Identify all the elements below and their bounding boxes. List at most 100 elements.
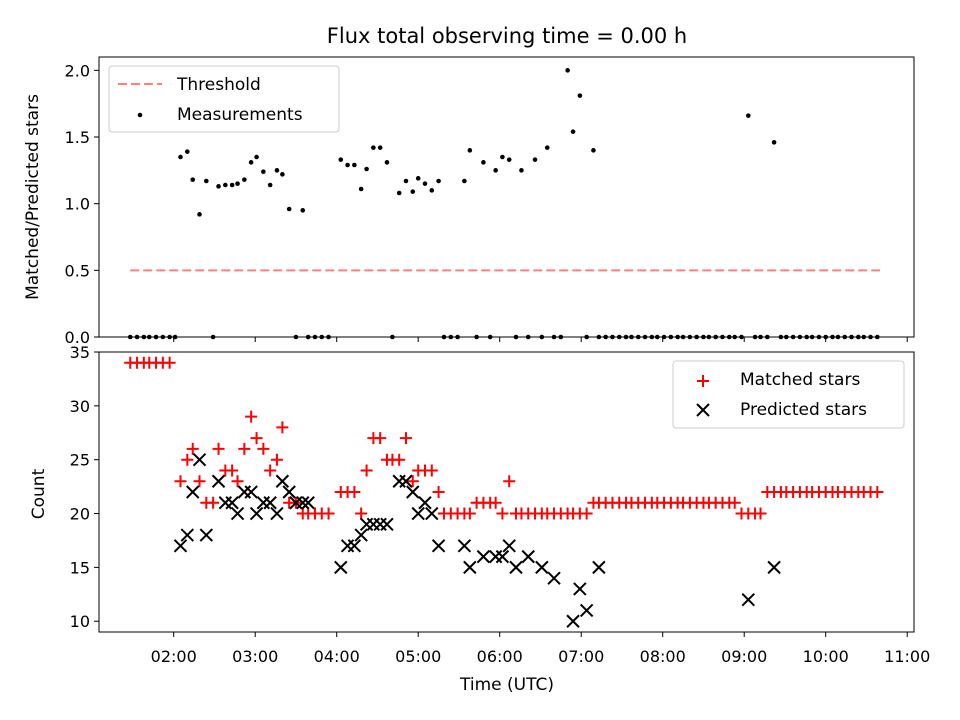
top-legend: Threshold Measurements	[108, 65, 340, 133]
matched-star-point	[871, 486, 884, 498]
measurement-point	[513, 334, 519, 340]
measurement-point	[603, 334, 608, 340]
measurement-point	[745, 113, 751, 118]
x-tick-label: 09:00	[721, 647, 767, 666]
measurement-point	[300, 208, 306, 213]
predicted-star-point	[301, 496, 315, 510]
measurement-point	[558, 334, 564, 340]
top-plot-area	[127, 68, 881, 340]
measurement-point	[668, 334, 674, 340]
measurement-point	[415, 176, 421, 181]
measurement-point	[467, 148, 473, 153]
measurement-point	[758, 334, 763, 340]
predicted-star-point	[521, 549, 535, 564]
predicted-star-point	[296, 496, 310, 510]
threshold-legend-label: Threshold	[176, 75, 261, 95]
predicted-star-point	[225, 496, 239, 510]
measurement-point	[235, 181, 240, 186]
predicted-star-point	[502, 539, 516, 553]
matched-star-point	[174, 475, 187, 488]
predicted-star-point	[495, 549, 510, 564]
predicted-stars-legend-swatch	[696, 403, 710, 417]
predicted-star-point	[741, 592, 755, 607]
predicted-star-point	[244, 485, 258, 499]
measurement-point	[610, 334, 615, 340]
bottom-y-tick-label: 25	[70, 451, 90, 470]
measurement-point	[254, 154, 259, 160]
measurement-point	[371, 145, 376, 150]
measurement-point	[184, 149, 190, 154]
measurement-point	[506, 157, 512, 162]
predicted-star-point	[767, 560, 781, 575]
predicted-star-point	[431, 539, 446, 553]
measurement-point	[790, 334, 796, 340]
measurement-point	[856, 334, 861, 340]
matched-star-point	[355, 507, 368, 520]
top-y-tick-label: 0.5	[65, 261, 90, 280]
x-tick-label: 03:00	[232, 647, 278, 666]
measurement-point	[784, 334, 789, 340]
matched-star-point	[399, 432, 412, 445]
measurement-point	[830, 334, 835, 340]
bottom-y-tick-label: 30	[70, 397, 90, 416]
measurement-point	[797, 334, 803, 340]
measurement-point	[570, 129, 576, 134]
measurement-point	[410, 189, 416, 194]
measurement-point	[274, 168, 280, 173]
top-y-tick-label: 0.0	[65, 328, 90, 347]
matched-star-point	[257, 442, 270, 455]
bottom-y-axis-label: Count	[29, 468, 49, 519]
measurement-point	[403, 178, 409, 184]
predicted-stars-legend-label: Predicted stars	[740, 400, 867, 420]
predicted-star-point	[547, 571, 561, 585]
measurement-point	[358, 186, 364, 192]
measurement-point	[261, 169, 266, 174]
measurement-point	[771, 140, 777, 145]
matched-star-point	[264, 464, 277, 477]
predicted-star-point	[282, 485, 296, 499]
measurement-point	[293, 334, 299, 340]
matched-star-point	[250, 432, 263, 445]
measurement-point	[229, 182, 235, 188]
x-tick-label: 05:00	[395, 647, 441, 666]
matched-star-point	[276, 421, 289, 434]
predicted-star-point	[180, 528, 194, 542]
measurement-point	[623, 334, 629, 340]
measurement-point	[706, 334, 712, 340]
measurement-point	[127, 334, 133, 340]
predicted-star-point	[354, 528, 368, 542]
predicted-star-point	[399, 474, 413, 488]
measurement-point	[809, 334, 815, 340]
measurement-point	[861, 334, 867, 340]
measurement-point	[849, 334, 854, 340]
predicted-star-point	[579, 603, 594, 618]
measurement-point	[687, 334, 693, 340]
bottom-y-tick-label: 10	[70, 612, 90, 631]
x-tick-label: 07:00	[558, 647, 604, 666]
measurement-point	[462, 178, 467, 184]
predicted-star-point	[463, 560, 477, 575]
measurement-point	[720, 334, 725, 340]
measurement-point	[345, 162, 350, 168]
measurement-point	[616, 334, 622, 340]
measurement-point	[267, 182, 273, 188]
matched-star-point	[231, 475, 244, 488]
measurement-point	[842, 334, 848, 340]
predicted-star-point	[566, 614, 580, 628]
measurement-point	[732, 334, 737, 340]
measurement-point	[280, 172, 285, 177]
measurement-point	[493, 168, 498, 173]
measurement-point	[160, 334, 166, 340]
bottom-plot-area	[124, 356, 884, 628]
measurements-legend-swatch	[137, 112, 143, 118]
matched-stars-legend-label: Matched stars	[740, 370, 860, 390]
x-tick-label: 10:00	[803, 647, 849, 666]
measurement-point	[352, 162, 357, 168]
predicted-star-point	[186, 485, 200, 499]
bottom-legend-box	[672, 360, 905, 429]
matched-star-point	[425, 464, 438, 477]
predicted-star-point	[334, 560, 348, 575]
measurement-point	[141, 334, 147, 340]
matched-star-point	[393, 453, 406, 466]
